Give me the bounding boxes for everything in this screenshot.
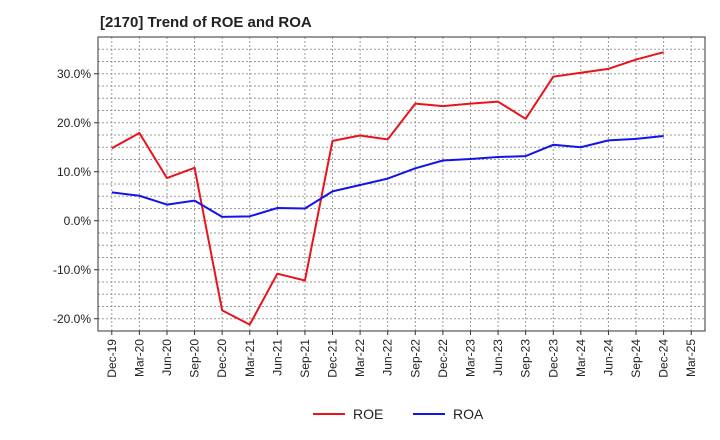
x-tick-label: Mar-25 [684,339,698,377]
series-line-roe [111,51,664,326]
x-tick-label: Mar-24 [574,339,588,377]
x-tick-label: Jun-21 [270,339,284,376]
grid-layer [98,36,705,332]
x-tick-label: Dec-19 [105,339,119,378]
x-axis-ticks: Dec-19 Mar-20 Jun-20 Sep-20 Dec-20 Mar-21 Jun-… [105,331,698,378]
x-tick-label: Jun-22 [381,339,395,376]
x-tick-label: Dec-20 [215,339,229,378]
x-tick-label: Sep-23 [519,339,533,378]
y-tick-label: 30.0% [57,67,91,81]
y-axis-ticks: -20.0% -10.0% 0.0% 10.0% 20.0% 30.0% [53,67,98,326]
chart-title: [2170] Trend of ROE and ROA [100,14,312,31]
x-tick-label: Mar-22 [353,339,367,377]
series-line-roa [111,134,664,218]
x-tick-label: Mar-23 [463,339,477,377]
x-tick-label: Mar-21 [243,339,257,377]
y-tick-label: -10.0% [53,263,91,277]
legend-label-roa: ROA [453,406,484,422]
legend: ROE ROA [313,406,484,422]
x-tick-label: Sep-21 [298,339,312,378]
x-tick-label: Sep-24 [629,339,643,378]
y-tick-label: 0.0% [64,214,92,228]
y-tick-label: 10.0% [57,165,91,179]
x-tick-label: Jun-24 [601,339,615,376]
x-tick-label: Mar-20 [132,339,146,377]
x-tick-label: Sep-20 [188,339,202,378]
legend-label-roe: ROE [353,406,383,422]
y-tick-label: -20.0% [53,312,91,326]
plot-frame [97,36,706,332]
x-tick-label: Jun-23 [491,339,505,376]
x-tick-label: Jun-20 [160,339,174,376]
x-tick-label: Dec-22 [436,339,450,378]
x-tick-label: Dec-21 [326,339,340,378]
series-layer [111,51,664,326]
x-tick-label: Sep-22 [408,339,422,378]
x-tick-label: Dec-23 [546,339,560,378]
x-tick-label: Dec-24 [657,339,671,378]
y-tick-label: 20.0% [57,116,91,130]
